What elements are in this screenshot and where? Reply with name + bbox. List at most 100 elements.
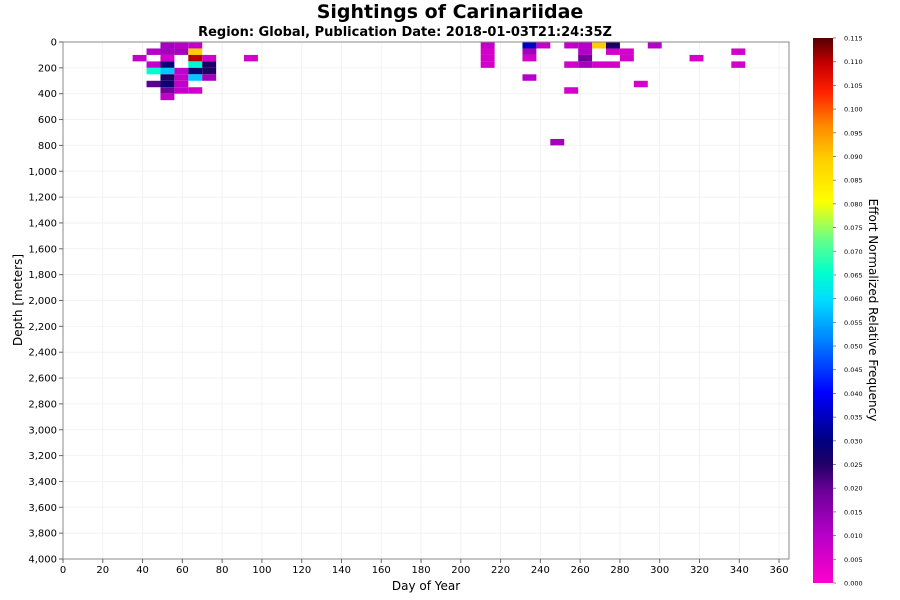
heatmap-cell <box>480 42 495 49</box>
x-tick-label: 0 <box>60 565 66 576</box>
heatmap-cell <box>174 67 189 75</box>
heatmap-cell <box>146 67 161 75</box>
colorbar-tick-label: 0.070 <box>844 248 863 256</box>
y-tick-label: 3,600 <box>28 503 57 514</box>
heatmap-cell <box>174 87 189 94</box>
y-tick-label: 1,600 <box>28 244 57 255</box>
x-tick-label: 140 <box>332 565 351 576</box>
x-tick-label: 280 <box>610 565 629 576</box>
y-tick-label: 400 <box>38 89 57 100</box>
heatmap-cell <box>174 74 189 81</box>
colorbar-tick-label: 0.055 <box>844 319 863 327</box>
y-tick-label: 600 <box>38 115 57 126</box>
colorbar-tick-label: 0.110 <box>844 58 863 66</box>
heatmap-cell <box>606 42 620 49</box>
colorbar-tick-label: 0.045 <box>844 366 863 374</box>
colorbar-tick-label: 0.090 <box>844 153 863 161</box>
heatmap-cell <box>188 61 203 68</box>
y-axis-ticks: 0 200 400 600 800 1,000 1,200 1,400 1,600 1,800 2,… <box>28 38 63 566</box>
heatmap-cell <box>592 42 606 49</box>
colorbar-tick-label: 0.020 <box>844 485 863 493</box>
y-tick-label: 800 <box>38 141 57 152</box>
colorbar-tick-label: 0.115 <box>844 35 863 43</box>
x-axis-ticks: 0 20 40 60 80 100 120 140 160 180 200 220 240 260 280 3… <box>60 559 789 576</box>
heatmap-cell <box>480 61 495 68</box>
colorbar-tick-label: 0.095 <box>844 129 863 137</box>
x-tick-label: 180 <box>411 565 430 576</box>
y-tick-label: 1,400 <box>28 218 57 229</box>
colorbar-tick-label: 0.015 <box>844 508 863 516</box>
y-tick-label: 2,600 <box>28 374 57 385</box>
heatmap-cell <box>146 80 161 88</box>
y-tick-label: 2,800 <box>28 399 57 410</box>
heatmap-cell <box>689 54 704 62</box>
y-tick-label: 0 <box>51 38 57 49</box>
y-tick-label: 1,000 <box>28 167 57 178</box>
colorbar-tick-label: 0.005 <box>844 556 863 564</box>
y-tick-label: 4,000 <box>28 555 57 566</box>
heatmap-cell <box>522 54 537 62</box>
heatmap-cell <box>522 42 537 49</box>
heatmap-cell <box>731 61 746 68</box>
y-tick-label: 3,400 <box>28 477 57 488</box>
colorbar-tick-label: 0.050 <box>844 343 863 351</box>
heatmap-cell <box>174 42 189 49</box>
heatmap-cell <box>633 80 648 88</box>
gridlines <box>62 41 789 560</box>
heatmap-cell <box>550 138 565 146</box>
heatmap-cell <box>188 42 203 49</box>
y-tick-label: 2,000 <box>28 296 57 307</box>
y-tick-label: 1,800 <box>28 270 57 281</box>
heatmap-cell <box>202 67 217 75</box>
colorbar-tick-label: 0.030 <box>844 437 863 445</box>
heatmap-cell <box>188 67 203 75</box>
heatmap-cell <box>146 48 161 55</box>
colorbar-tick-label: 0.085 <box>844 177 863 185</box>
chart-subtitle: Region: Global, Publication Date: 2018-0… <box>198 25 612 40</box>
heatmap-cell <box>480 48 495 55</box>
heatmap-cells <box>132 42 746 146</box>
heatmap-cell <box>160 74 175 81</box>
heatmap-cell <box>202 54 217 62</box>
colorbar-tick-label: 0.025 <box>844 461 863 469</box>
colorbar-tick-label: 0.075 <box>844 224 863 232</box>
x-axis-label: Day of Year <box>392 579 460 593</box>
heatmap-cell <box>647 42 662 49</box>
heatmap-cell <box>160 61 175 68</box>
heatmap-cell <box>578 42 593 49</box>
x-tick-label: 340 <box>730 565 749 576</box>
x-tick-label: 160 <box>372 565 391 576</box>
heatmap-cell <box>160 54 175 62</box>
heatmap-cell <box>536 42 551 49</box>
x-tick-label: 260 <box>571 565 590 576</box>
x-tick-label: 200 <box>451 565 470 576</box>
colorbar-label: Effort Normalized Relative Frequency <box>866 199 880 422</box>
colorbar <box>813 38 833 583</box>
heatmap-cell <box>160 93 175 101</box>
x-tick-label: 40 <box>136 565 149 576</box>
heatmap-cell <box>174 48 189 55</box>
y-tick-label: 2,200 <box>28 322 57 333</box>
y-tick-label: 1,200 <box>28 193 57 204</box>
heatmap-cell <box>480 54 495 62</box>
colorbar-tick-label: 0.010 <box>844 532 863 540</box>
colorbar-tick-label: 0.035 <box>844 414 863 422</box>
y-tick-label: 3,000 <box>28 425 57 436</box>
heatmap-cell <box>731 48 746 55</box>
x-tick-label: 320 <box>690 565 709 576</box>
heatmap-cell <box>578 54 593 62</box>
heatmap-cell <box>188 54 203 62</box>
x-tick-label: 240 <box>531 565 550 576</box>
y-axis-label: Depth [meters] <box>11 254 25 346</box>
heatmap-cell <box>564 61 579 68</box>
colorbar-tick-label: 0.060 <box>844 295 863 303</box>
heatmap-cell <box>174 80 189 88</box>
y-tick-label: 2,400 <box>28 348 57 359</box>
colorbar-tick-label: 0.100 <box>844 106 863 114</box>
heatmap-cell <box>160 42 175 49</box>
heatmap-cell <box>564 42 579 49</box>
heatmap-cell <box>522 48 537 55</box>
heatmap-cell <box>160 80 175 88</box>
heatmap-cell <box>160 87 175 94</box>
